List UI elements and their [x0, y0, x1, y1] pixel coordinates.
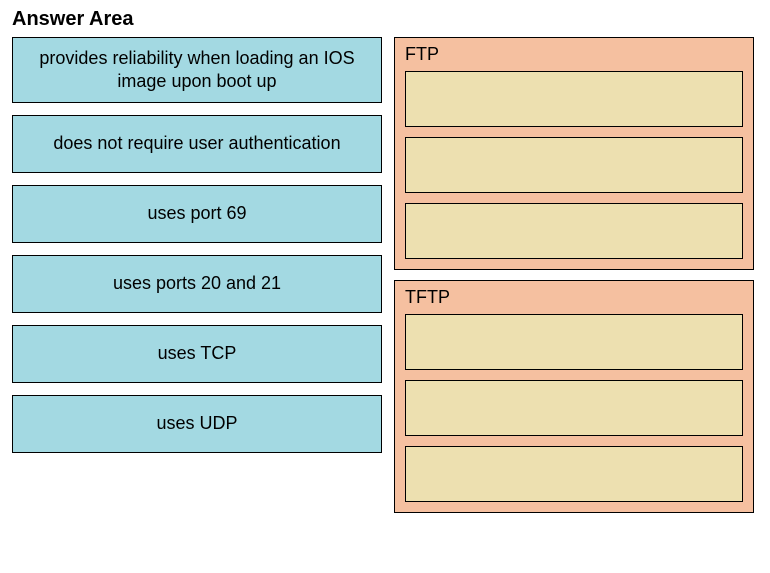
source-item[interactable]: uses port 69 [12, 185, 382, 243]
drop-zone-label: TFTP [405, 287, 743, 308]
drop-slot[interactable] [405, 446, 743, 502]
drop-slots [405, 314, 743, 502]
answer-area-title: Answer Area [12, 8, 758, 31]
drop-zone-label: FTP [405, 44, 743, 65]
source-item[interactable]: does not require user authentication [12, 115, 382, 173]
source-column: provides reliability when loading an IOS… [12, 37, 382, 513]
drop-zone-ftp: FTP [394, 37, 754, 270]
drop-slot[interactable] [405, 380, 743, 436]
content-area: provides reliability when loading an IOS… [12, 37, 758, 513]
drop-slot[interactable] [405, 203, 743, 259]
target-column: FTP TFTP [394, 37, 754, 513]
drop-zone-tftp: TFTP [394, 280, 754, 513]
source-item[interactable]: uses UDP [12, 395, 382, 453]
source-item[interactable]: provides reliability when loading an IOS… [12, 37, 382, 103]
drop-slots [405, 71, 743, 259]
drop-slot[interactable] [405, 314, 743, 370]
source-item[interactable]: uses TCP [12, 325, 382, 383]
drop-slot[interactable] [405, 137, 743, 193]
drop-slot[interactable] [405, 71, 743, 127]
source-item[interactable]: uses ports 20 and 21 [12, 255, 382, 313]
